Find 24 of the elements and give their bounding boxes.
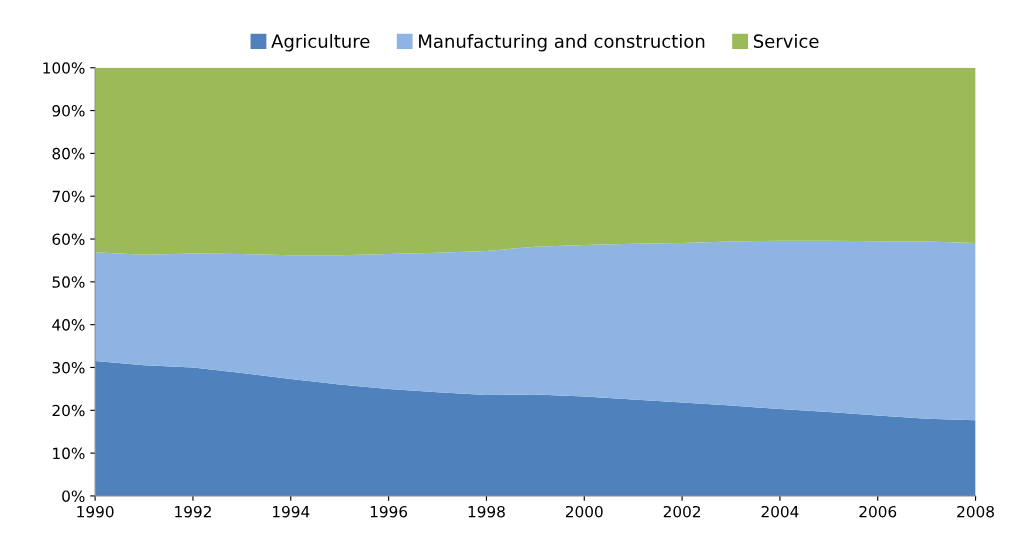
y-tick-label: 10%: [53, 447, 85, 460]
x-tick-label: 1990: [77, 505, 114, 518]
x-tick-label: 2000: [565, 505, 603, 518]
legend-label: Manufacturing and construction: [419, 34, 705, 52]
x-tick-label: 1994: [273, 505, 310, 518]
y-tick-label: 60%: [52, 233, 85, 246]
legend-label: Service: [753, 34, 819, 48]
y-tick-label: 30%: [52, 361, 85, 374]
x-tick-label: 1996: [370, 505, 408, 518]
y-tick-label: 20%: [52, 404, 85, 417]
x-tick-label: 1998: [468, 505, 505, 518]
x-tick-label: 2006: [859, 505, 897, 518]
x-tick-label: 1992: [175, 505, 211, 518]
x-tick-label: 2008: [957, 505, 994, 518]
y-tick-label: 40%: [52, 319, 85, 331]
legend-label: Agriculture: [271, 34, 370, 52]
y-tick-label: 70%: [52, 190, 85, 203]
y-tick-label: 100%: [43, 62, 85, 74]
y-tick-label: 50%: [52, 276, 85, 288]
y-tick-label: 80%: [52, 147, 85, 160]
x-tick-label: 2002: [663, 505, 700, 518]
y-tick-label: 0%: [62, 490, 85, 502]
y-tick-label: 90%: [52, 105, 85, 117]
x-tick-label: 2004: [761, 505, 799, 518]
